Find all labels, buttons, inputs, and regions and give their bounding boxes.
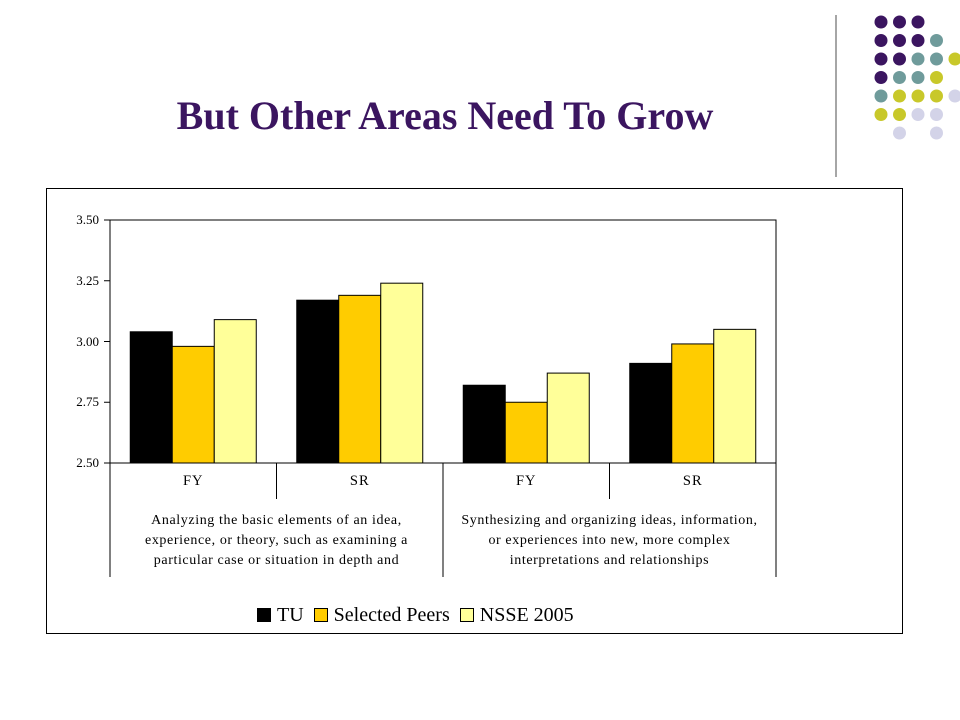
bar — [504, 401, 548, 464]
decorative-dot — [893, 89, 906, 103]
y-tick-label: 3.00 — [76, 333, 99, 349]
bar-chart — [104, 219, 777, 577]
group-label-line: Synthesizing and organizing ideas, infor… — [461, 513, 758, 528]
decorative-dot — [948, 52, 960, 66]
decorative-dot — [911, 34, 925, 47]
y-tick-label: 2.75 — [76, 394, 99, 410]
bar — [671, 343, 715, 464]
bar — [629, 362, 673, 464]
decorative-dot — [930, 71, 943, 84]
bar — [546, 372, 590, 464]
category-label: SR — [349, 473, 370, 489]
decorative-dot — [948, 89, 960, 103]
group-label-line: interpretations and relationships — [509, 553, 710, 568]
legend-item: TU — [257, 604, 304, 627]
bar — [713, 328, 757, 464]
legend-item: NSSE 2005 — [459, 603, 574, 627]
decorative-dot — [874, 52, 888, 66]
decorative-dot-grid — [835, 15, 960, 177]
decorative-dot — [874, 15, 888, 29]
decorative-dot — [930, 108, 943, 121]
decorative-dot — [911, 52, 925, 66]
decorative-dot — [874, 89, 888, 103]
decorative-dot — [930, 126, 943, 140]
category-label: SR — [682, 473, 703, 489]
decorative-dot — [874, 108, 888, 121]
legend-swatch — [257, 608, 271, 622]
category-label: FY — [182, 473, 204, 489]
decorative-dot — [874, 71, 888, 84]
group-label: Synthesizing and organizing ideas, infor… — [443, 511, 776, 571]
y-tick-label: 3.25 — [76, 272, 99, 288]
legend-swatch — [313, 608, 328, 622]
decorative-dot — [893, 108, 906, 121]
group-label-line: particular case or situation in depth an… — [153, 553, 400, 568]
legend-label: TU — [277, 603, 304, 626]
decorative-dot — [893, 15, 906, 29]
decorative-dot — [893, 52, 906, 66]
bar — [338, 294, 382, 464]
decorative-dot — [911, 108, 925, 121]
bar — [462, 384, 506, 464]
decorative-dot — [911, 71, 925, 84]
bar — [380, 282, 424, 464]
group-label-line: Analyzing the basic elements of an idea, — [151, 513, 402, 528]
bar — [171, 345, 215, 464]
decorative-dot — [874, 34, 888, 47]
bar — [129, 331, 173, 464]
category-label: FY — [515, 473, 537, 489]
chart-legend: TU Selected Peers NSSE 2005 — [257, 603, 584, 627]
legend-swatch — [459, 608, 474, 622]
decorative-dot — [893, 126, 906, 140]
decorative-dot — [893, 71, 906, 84]
group-label: Analyzing the basic elements of an idea,… — [110, 511, 443, 571]
decorative-dot — [911, 15, 925, 29]
decorative-dot — [930, 52, 943, 66]
y-tick-label: 2.50 — [76, 455, 99, 470]
bar — [213, 319, 257, 464]
chart-container: 2.50 2.75 3.00 3.25 3.50 FY SR FY SR Analyzing t… — [46, 188, 903, 634]
decorative-dot — [930, 89, 943, 103]
decorative-dot — [911, 89, 925, 103]
legend-label: NSSE 2005 — [479, 603, 574, 626]
slide-title: But Other Areas Need To Grow — [176, 93, 714, 138]
legend-item: Selected Peers — [313, 603, 450, 627]
decorative-dot — [930, 34, 943, 47]
group-label-line: experience, or theory, such as examining… — [145, 533, 408, 548]
group-label-line: or experiences into new, more complex — [488, 533, 731, 548]
y-tick-label: 3.50 — [76, 212, 99, 227]
legend-label: Selected Peers — [333, 603, 450, 626]
bar — [296, 299, 340, 464]
decorative-dot — [893, 34, 906, 47]
